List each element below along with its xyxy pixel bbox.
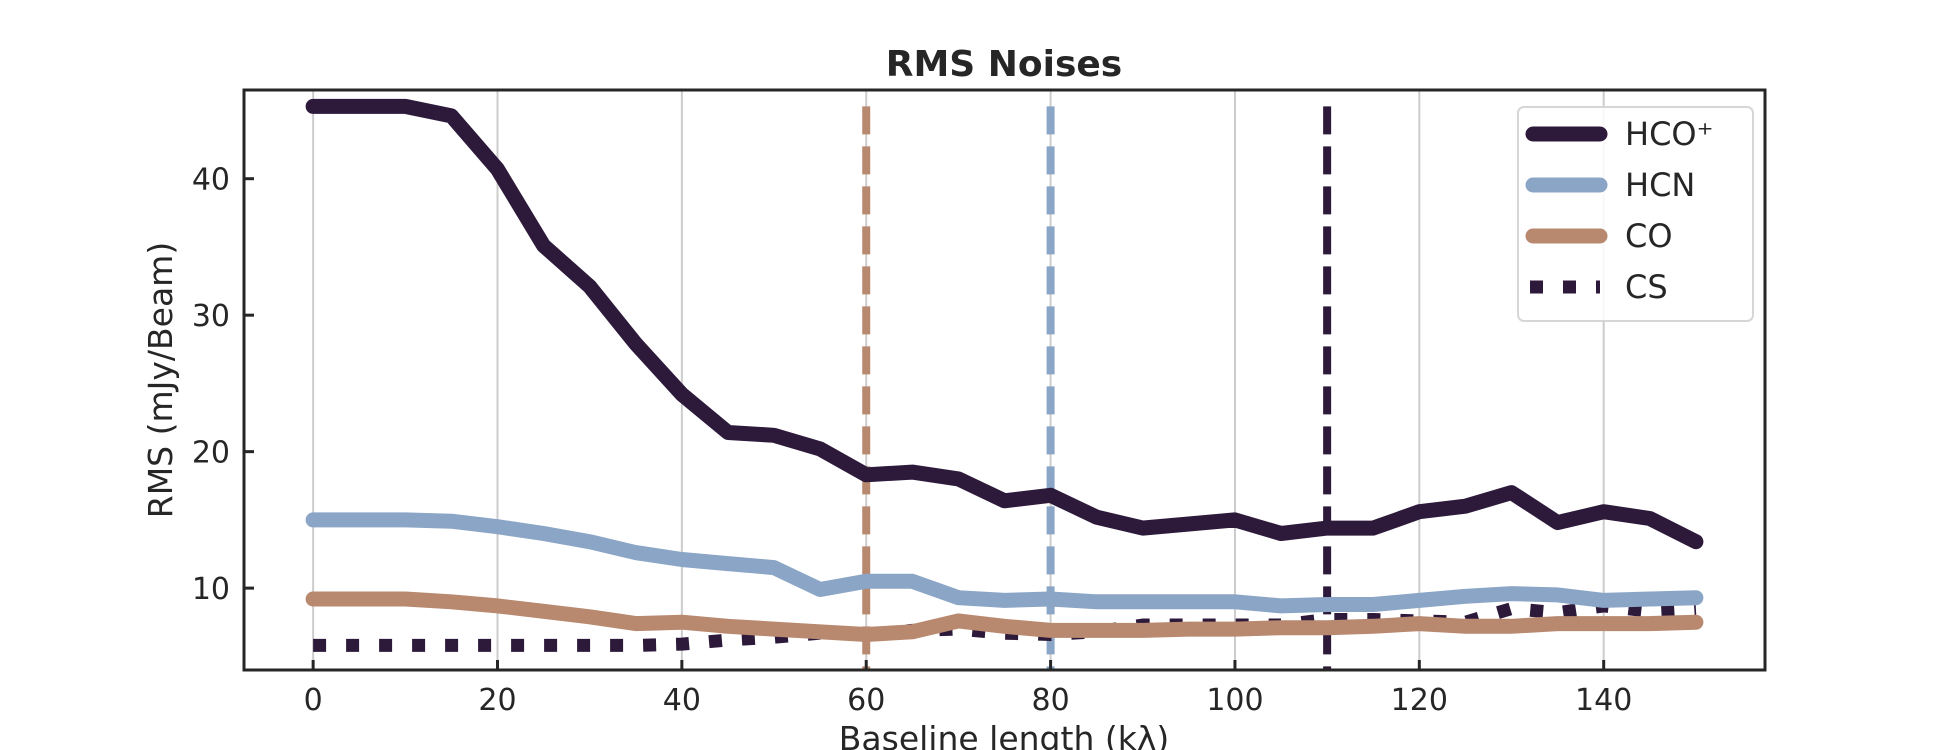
x-tick-label: 60	[847, 683, 885, 718]
y-tick-label: 40	[192, 163, 230, 198]
y-tick-label: 30	[192, 299, 230, 334]
x-tick-label: 0	[304, 683, 323, 718]
legend-label: HCN	[1625, 166, 1695, 204]
y-axis-label: RMS (mJy/Beam)	[141, 242, 180, 518]
plot-frame	[242, 88, 1767, 672]
legend-label: HCO⁺	[1625, 115, 1713, 153]
y-tick-label: 10	[192, 572, 230, 607]
legend-label: CS	[1625, 268, 1668, 306]
chart-title: RMS Noises	[886, 44, 1122, 85]
x-tick-label: 80	[1031, 683, 1069, 718]
x-tick-label: 120	[1391, 683, 1448, 718]
series-line-1	[305, 98, 1704, 550]
legend-label: CO	[1625, 217, 1673, 255]
y-tick-label: 20	[192, 436, 230, 471]
x-tick-label: 20	[478, 683, 516, 718]
legend: HCO⁺ HCN CO CS	[1517, 106, 1754, 322]
series-line-3	[305, 591, 1704, 642]
legend-box	[1517, 106, 1754, 322]
x-tick-label: 100	[1206, 683, 1263, 718]
x-tick-label: 140	[1575, 683, 1632, 718]
x-axis-label: Baseline length (kλ)	[839, 719, 1169, 750]
series-line-2	[305, 512, 1704, 614]
x-tick-label: 40	[663, 683, 701, 718]
